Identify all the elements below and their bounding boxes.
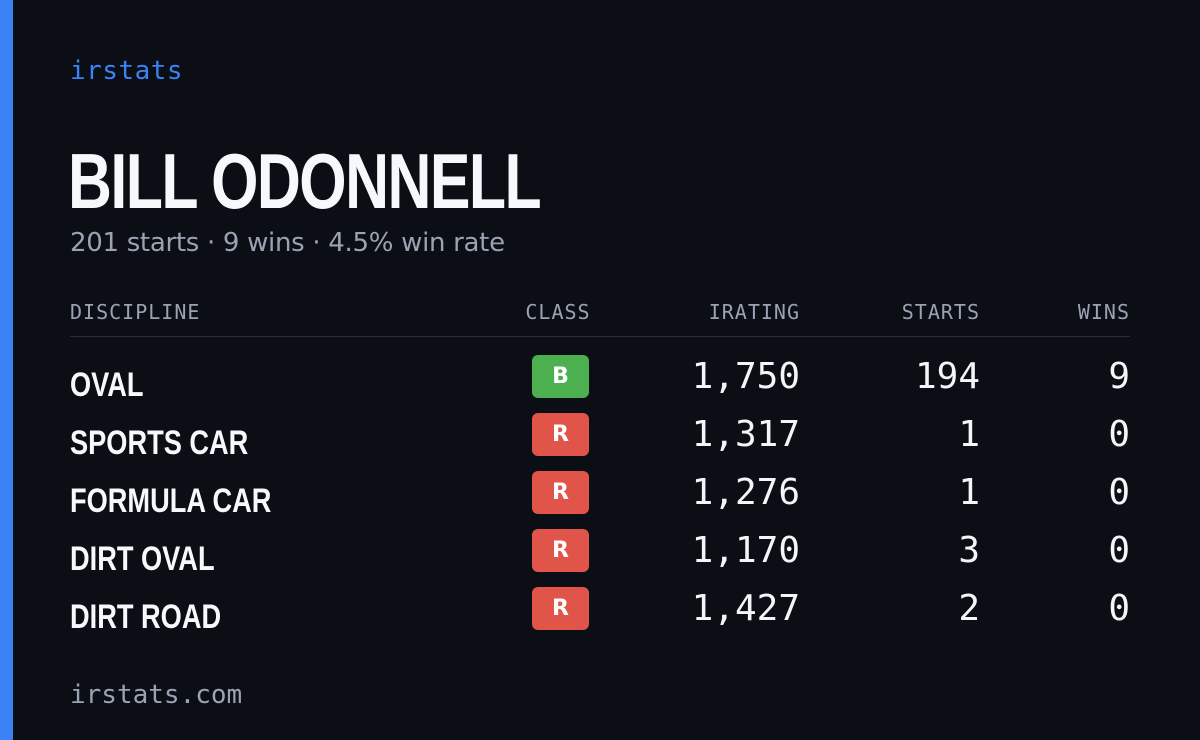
discipline-name: DIRT OVAL [70,540,215,578]
starts-value: 1 [958,472,980,513]
footer-url[interactable]: irstats.com [70,680,243,710]
brand-logo-text: irstats [70,56,184,86]
header-class: CLASS [525,300,591,324]
starts-value: 3 [958,530,980,571]
wins-value: 0 [1108,588,1130,629]
header-wins: WINS [1077,300,1130,324]
class-badge: R [532,471,589,514]
table-row: DIRT OVAL R 1,170 3 0 [70,527,1130,585]
wins-value: 9 [1108,356,1130,397]
driver-summary: 201 starts · 9 wins · 4.5% win rate [70,228,505,258]
class-badge: R [532,529,589,572]
starts-value: 2 [958,588,980,629]
header-starts: STARTS [901,300,980,324]
class-badge: B [532,355,589,398]
discipline-name: DIRT ROAD [70,598,222,636]
table-row: OVAL B 1,750 194 9 [70,353,1130,411]
header-irating: IRATING [708,300,800,324]
discipline-name: OVAL [70,366,144,404]
table-header: DISCIPLINE CLASS IRATING STARTS WINS [70,296,1130,337]
stats-table: DISCIPLINE CLASS IRATING STARTS WINS OVA… [70,296,1130,636]
class-badge: R [532,413,589,456]
irating-value: 1,750 [691,356,800,397]
wins-value: 0 [1108,530,1130,571]
accent-bar [0,0,13,740]
table-row: DIRT ROAD R 1,427 2 0 [70,585,1130,643]
wins-value: 0 [1108,414,1130,455]
irating-value: 1,427 [691,588,800,629]
wins-value: 0 [1108,472,1130,513]
irating-value: 1,170 [691,530,800,571]
driver-name: BILL ODONNELL [68,137,542,225]
starts-value: 1 [958,414,980,455]
table-row: FORMULA CAR R 1,276 1 0 [70,469,1130,527]
header-discipline: DISCIPLINE [70,300,201,324]
irating-value: 1,276 [691,472,800,513]
table-row: SPORTS CAR R 1,317 1 0 [70,411,1130,469]
discipline-name: FORMULA CAR [70,482,272,520]
discipline-name: SPORTS CAR [70,424,249,462]
class-badge: R [532,587,589,630]
starts-value: 194 [914,356,980,397]
irating-value: 1,317 [691,414,800,455]
table-body: OVAL B 1,750 194 9 SPORTS CAR R 1,317 1 … [70,353,1130,643]
